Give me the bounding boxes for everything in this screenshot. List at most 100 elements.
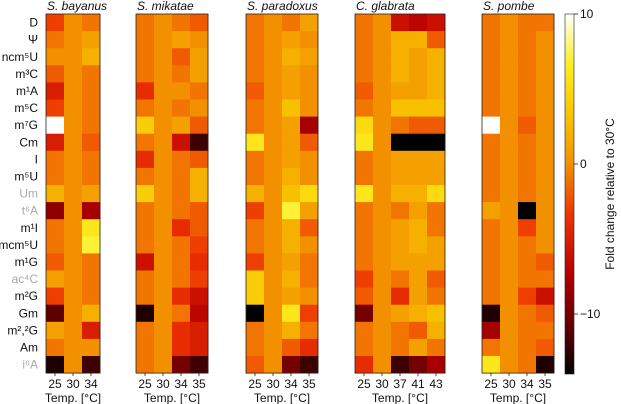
heatmap-cell <box>172 321 191 340</box>
heatmap-cell <box>482 150 501 169</box>
x-tick-label: 35 <box>192 377 206 391</box>
heatmap-cell <box>82 253 101 271</box>
heatmap-cell <box>64 65 83 83</box>
x-tick-label: 35 <box>302 377 316 391</box>
heatmap-cell <box>64 253 83 271</box>
heatmap-cell <box>246 31 265 49</box>
heatmap-cell <box>82 219 101 237</box>
heatmap-cell <box>190 270 209 288</box>
heatmap-cell <box>282 133 301 152</box>
heatmap-cell <box>154 338 173 357</box>
heatmap-cell <box>518 202 537 220</box>
heatmap-cell <box>82 14 101 32</box>
heatmap-cell <box>264 321 283 340</box>
heatmap-cell <box>246 48 265 66</box>
heatmap-cell <box>172 253 191 271</box>
colorbar-label: Fold change relative to 30°C <box>603 118 617 270</box>
heatmap-cell <box>46 185 65 203</box>
heatmap-cell <box>300 338 319 357</box>
heatmap-cell <box>500 202 519 220</box>
heatmap-cell <box>500 48 519 66</box>
heatmap-cell <box>536 31 555 49</box>
heatmap-cell <box>82 287 101 306</box>
heatmap-cell <box>427 99 446 117</box>
colorbar-gradient <box>564 13 575 375</box>
heatmap-cell <box>518 287 537 306</box>
heatmap-cell <box>500 356 519 374</box>
heatmap-cell <box>46 219 65 237</box>
heatmap-cell <box>154 48 173 66</box>
heatmap-cell <box>190 321 209 340</box>
heatmap-cell <box>518 185 537 203</box>
heatmap-cell <box>136 236 155 254</box>
colorbar-tick-label: −10 <box>580 307 601 321</box>
heatmap-cell <box>172 236 191 254</box>
heatmap-cell <box>282 82 301 100</box>
x-tick-label: 43 <box>429 377 443 391</box>
heatmap-cell <box>373 31 392 49</box>
heatmap-cell <box>373 65 392 83</box>
heatmap-cell <box>136 116 155 135</box>
heatmap-cell <box>172 304 191 323</box>
heatmap-cell <box>373 321 392 340</box>
heatmap-cell <box>82 167 101 186</box>
heatmap-cell <box>300 65 319 83</box>
heatmap-cell <box>264 65 283 83</box>
heatmap-cell <box>190 185 209 203</box>
heatmap-cell <box>355 65 374 83</box>
heatmap-cell <box>282 202 301 220</box>
heatmap-cell <box>82 185 101 203</box>
heatmap-cell <box>282 65 301 83</box>
heatmap-cell <box>536 287 555 306</box>
row-label: Um <box>19 187 38 201</box>
heatmap-cell <box>264 14 283 32</box>
heatmap-cell <box>190 338 209 357</box>
heatmap-cell <box>282 48 301 66</box>
panel-title: S. paradoxus <box>247 0 318 13</box>
heatmap-cell <box>500 185 519 203</box>
heatmap-cell <box>391 82 410 100</box>
heatmap-cell <box>190 48 209 66</box>
heatmap-cell <box>246 116 265 135</box>
heatmap-cell <box>64 185 83 203</box>
heatmap-cell <box>427 253 446 271</box>
heatmap-cell <box>500 150 519 169</box>
x-tick-label: 30 <box>375 377 389 391</box>
heatmap-cell <box>355 236 374 254</box>
heatmap-cell <box>500 31 519 49</box>
heatmap-cell <box>46 356 65 374</box>
heatmap-cell <box>172 14 191 32</box>
heatmap-cell <box>409 356 428 374</box>
heatmap-cell <box>373 185 392 203</box>
heatmap-cell <box>154 321 173 340</box>
heatmap-cell <box>536 338 555 357</box>
heatmap-cell <box>355 82 374 100</box>
heatmap-cell <box>300 150 319 169</box>
heatmap-cell <box>536 185 555 203</box>
heatmap-cell <box>246 356 265 374</box>
heatmap-cell <box>136 202 155 220</box>
x-tick-label: 30 <box>66 377 80 391</box>
heatmap-cell <box>282 150 301 169</box>
heatmap-cell <box>518 31 537 49</box>
heatmap-cell <box>300 31 319 49</box>
row-label: mcm⁵U <box>0 238 38 252</box>
panel-title: S. mikatae <box>137 0 194 13</box>
heatmap-cell <box>518 270 537 288</box>
heatmap-cell <box>282 304 301 323</box>
heatmap-cell <box>246 167 265 186</box>
heatmap-cell <box>482 14 501 32</box>
heatmap-cell <box>64 167 83 186</box>
heatmap-cell <box>427 236 446 254</box>
heatmap-cell <box>500 287 519 306</box>
heatmap-cell <box>518 14 537 32</box>
row-label: ncm⁵U <box>2 50 38 64</box>
heatmap-cell <box>482 116 501 135</box>
heatmap-cell <box>136 304 155 323</box>
heatmap-cell <box>373 116 392 135</box>
heatmap-cell <box>154 14 173 32</box>
heatmap-cell <box>46 253 65 271</box>
heatmap-cell <box>500 304 519 323</box>
